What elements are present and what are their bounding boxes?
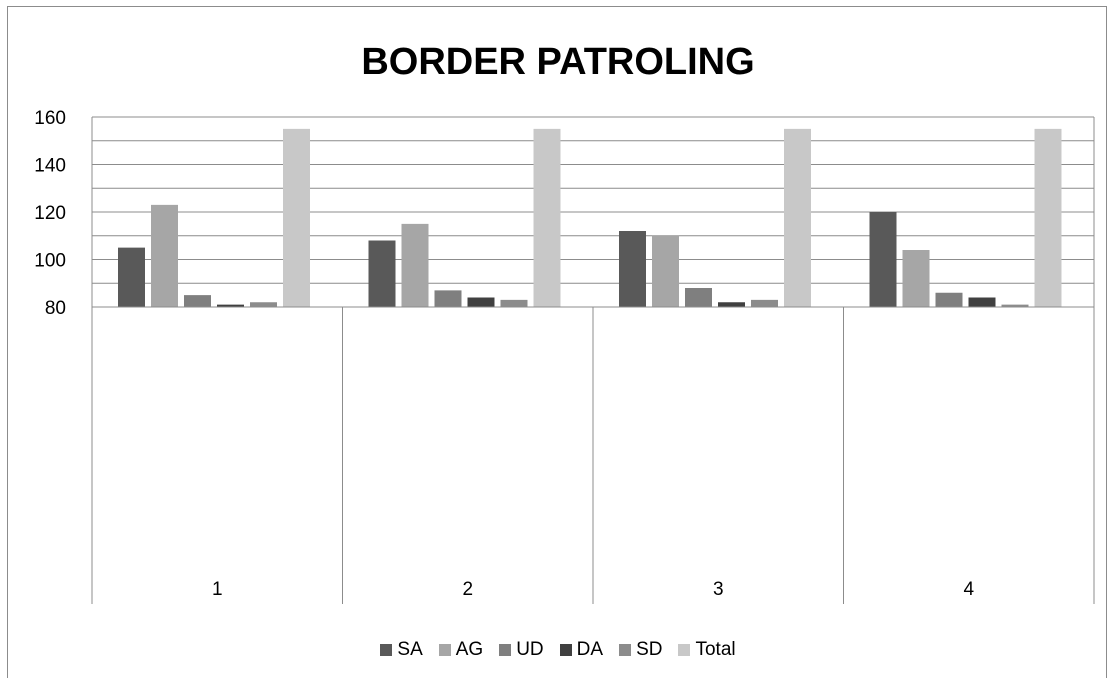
x-tick-label: 2: [462, 579, 473, 600]
bar-sd-4: [1001, 304, 1029, 307]
legend-item-total: Total: [678, 639, 736, 661]
legend-item-da: DA: [559, 639, 604, 661]
y-tick-label: 120: [34, 203, 66, 224]
legend-swatch: [438, 644, 451, 656]
bar-ud-2: [434, 290, 462, 307]
plot-area: 80 100 120 140 160 1 2 3 4: [34, 108, 1095, 604]
legend-swatch: [499, 644, 512, 656]
chart-frame: BORDER PATROLING 80 100 120 140 160 1 2 3 4 SA AG…: [7, 6, 1107, 678]
bar-total-4: [1034, 128, 1062, 307]
bar-sd-2: [500, 299, 528, 307]
bar-ag-2: [401, 223, 429, 307]
bar-ud-3: [685, 288, 712, 307]
bar-total-2: [533, 128, 561, 307]
bar-sd-1: [250, 302, 277, 307]
x-tick-label: 3: [713, 579, 724, 600]
bar-total-3: [784, 128, 811, 307]
bar-ag-3: [652, 235, 679, 307]
bar-ud-4: [935, 292, 963, 307]
bar-da-3: [718, 302, 745, 307]
legend-label: Total: [695, 639, 736, 660]
legend-swatch: [559, 644, 572, 656]
y-tick-label: 160: [34, 108, 66, 129]
bar-sa-4: [869, 212, 897, 307]
y-tick-label: 140: [34, 156, 66, 177]
bar-sa-1: [118, 247, 145, 307]
legend-label: SA: [397, 639, 423, 660]
legend-item-sa: SA: [380, 639, 423, 661]
legend-swatch: [619, 644, 632, 656]
bar-total-1: [283, 128, 310, 307]
bar-ag-4: [902, 250, 930, 307]
bar-sd-3: [751, 299, 778, 307]
legend-item-sd: SD: [619, 639, 662, 661]
legend-item-ud: UD: [499, 639, 544, 661]
bar-sa-2: [368, 240, 396, 307]
legend-swatch: [678, 644, 691, 656]
bar-ud-1: [184, 295, 211, 307]
legend-swatch: [380, 644, 393, 656]
bar-da-1: [217, 304, 244, 307]
bar-da-4: [968, 297, 996, 307]
y-tick-label: 80: [45, 298, 66, 319]
legend-item-ag: AG: [438, 639, 484, 661]
legend: SA AG UD DA SD Total: [8, 639, 1108, 661]
legend-label: UD: [516, 639, 544, 660]
x-tick-label: 4: [963, 579, 974, 600]
bar-sa-3: [619, 231, 646, 307]
x-tick-label: 1: [212, 579, 223, 600]
legend-label: AG: [455, 639, 484, 660]
bar-da-2: [467, 297, 495, 307]
y-tick-label: 100: [34, 251, 66, 272]
bar-ag-1: [151, 204, 178, 307]
chart-title: BORDER PATROLING: [361, 41, 755, 83]
legend-label: DA: [576, 639, 604, 660]
legend-label: SD: [636, 639, 663, 660]
